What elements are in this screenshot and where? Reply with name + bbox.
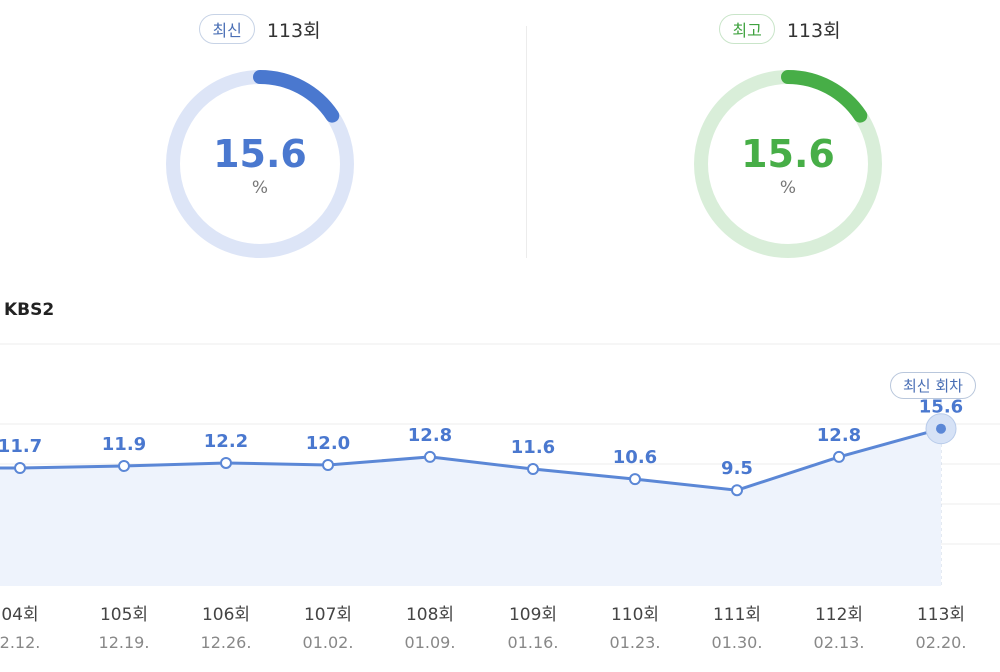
highest-episode: 113회 [786, 19, 841, 42]
highest-ring-arc [694, 70, 882, 258]
data-point-7 [731, 484, 743, 497]
value-label-0: 11.7 [0, 436, 42, 457]
value-label-5: 11.6 [511, 437, 555, 458]
highest-value: 15.6 [741, 132, 835, 176]
x-tick-label-9: 113회 [917, 605, 965, 625]
x-tick-label-1: 105회 [100, 605, 148, 625]
x-tick-label-4: 108회 [406, 605, 454, 625]
latest-unit: % [251, 178, 269, 198]
ratings-line-chart: 11.7 04회 2.12. 11.9 105회 12.19. 12.2 106회 12.26.… [0, 343, 1000, 652]
x-date-label-3: 01.02. [303, 633, 354, 652]
value-label-9: 15.6 [919, 397, 963, 418]
data-point-8 [833, 450, 845, 463]
x-tick-label-0: 04회 [1, 605, 38, 625]
value-label-4: 12.8 [408, 425, 452, 446]
series-area [0, 428, 941, 586]
value-label-1: 11.9 [102, 434, 146, 455]
latest-ring-arc [166, 70, 354, 258]
latest-ring-graphic [166, 70, 354, 258]
x-tick-label-7: 111회 [713, 605, 761, 625]
x-tick-label-6: 110회 [611, 605, 659, 625]
x-date-label-7: 01.30. [712, 633, 763, 652]
data-point-6 [629, 473, 641, 486]
x-date-label-2: 12.26. [201, 633, 252, 652]
highest-header: 최고 113회 [520, 14, 1000, 44]
value-label-3: 12.0 [306, 433, 350, 454]
latest-episode-pill: 최신 회차 [890, 372, 976, 399]
value-label-8: 12.8 [817, 425, 861, 446]
x-tick-label-5: 109회 [509, 605, 557, 625]
channel-label: KBS2 [4, 300, 55, 320]
data-point-5 [527, 463, 539, 476]
latest-rating-panel: 최신 113회 15.6 % [0, 0, 500, 268]
data-point-2 [220, 456, 232, 469]
x-tick-label-8: 112회 [815, 605, 863, 625]
x-date-label-8: 02.13. [814, 633, 865, 652]
x-tick-label-2: 106회 [202, 605, 250, 625]
panel-divider [526, 26, 527, 258]
x-date-label-0: 2.12. [0, 633, 40, 652]
data-point-1 [118, 460, 130, 473]
highest-rating-panel: 최고 113회 15.6 % [528, 0, 1000, 268]
x-date-label-1: 12.19. [99, 633, 150, 652]
latest-ring: 15.6 % [160, 64, 360, 264]
highest-ring: 15.6 % [688, 64, 888, 264]
data-point-9 [936, 423, 946, 434]
highest-unit: % [779, 178, 797, 198]
x-date-label-4: 01.09. [405, 633, 456, 652]
value-label-7: 9.5 [721, 458, 753, 479]
value-label-6: 10.6 [613, 447, 657, 468]
x-date-label-5: 01.16. [508, 633, 559, 652]
value-label-2: 12.2 [204, 431, 248, 452]
data-point-0 [14, 462, 26, 475]
data-point-3 [322, 459, 334, 471]
x-date-label-9: 02.20. [916, 633, 967, 652]
x-tick-label-3: 107회 [304, 605, 352, 625]
highest-badge: 최고 [719, 14, 775, 44]
data-point-4 [424, 450, 436, 463]
latest-badge: 최신 [199, 14, 255, 44]
latest-header: 최신 113회 [0, 14, 520, 44]
latest-value: 15.6 [213, 132, 307, 176]
x-date-label-6: 01.23. [610, 633, 661, 652]
highest-ring-graphic [694, 70, 882, 258]
latest-episode: 113회 [266, 19, 321, 42]
